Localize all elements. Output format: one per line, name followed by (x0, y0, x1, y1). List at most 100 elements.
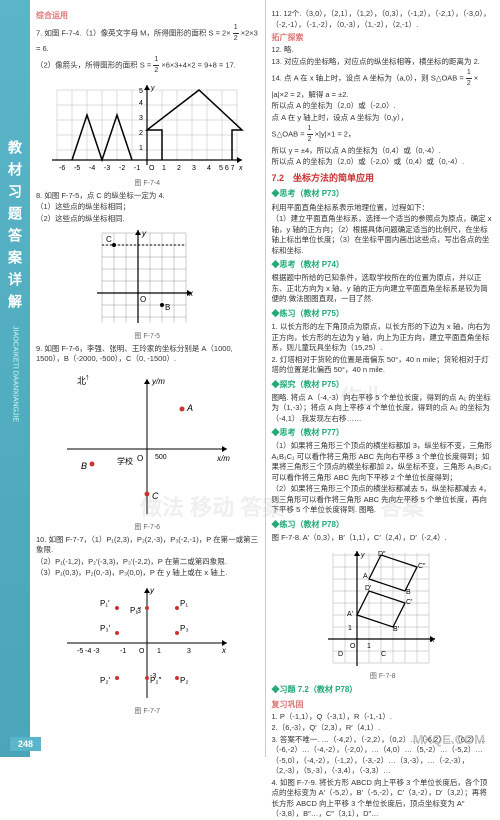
svg-text:B: B (81, 461, 87, 471)
svg-text:500: 500 (155, 454, 167, 461)
q7-text: 7. 如图 F-7-4.（1）像英文字母 M，所得图形的面积 S = 2× 12… (36, 23, 259, 54)
practice-heading: ◆练习（教材 P75） (272, 308, 495, 319)
right-column: 11. 12个.（3,0），（2,1），（1,2），（0,3），（-1,2），（… (266, 0, 500, 757)
svg-text:5: 5 (139, 88, 143, 95)
q14g-text: 所以点 A 的坐标为（2,0）或（-2,0）或（0,4）或（0,-4）. (272, 157, 495, 168)
section-heading-2: 拓广探索 (272, 32, 495, 43)
book-spine: 教材习题答案详解 JIAOCAIKETI DAANXIANGJIE (0, 0, 30, 757)
q14d-text: 点 A 在 y 轴上时，设点 A 坐标为（0,y）， (272, 113, 495, 124)
think-heading-3: ◆思考（教材 P77） (272, 427, 495, 438)
svg-text:A: A (363, 573, 368, 580)
svg-text:O: O (139, 648, 145, 655)
spine-title: 教材习题答案详解 (5, 140, 25, 316)
q8a-text: （1）这些点的纵坐标相同； (36, 202, 259, 213)
svg-text:x: x (221, 646, 227, 655)
s1a-text: （1）建立平面直角坐标系，选择一个适当的参照点为原点，确定 x 轴，y 轴的正方… (272, 214, 495, 256)
exercise-heading: ◆习题 7.2（教材 P78） (272, 684, 495, 695)
s5-text: （1）如果将三角形三个顶点的横坐标都加 3，纵坐标不变，三角形 A₁B₁C₁ 可… (272, 441, 495, 483)
q10b-text: （2）P₁(-1,2)，P₂′(-3,3)，P₃′(-2,2)，P 在第二或第四… (36, 557, 259, 568)
svg-text:A′: A′ (347, 611, 354, 618)
q14e-text: S△OAB = 12 ×|y|×1 = 2， (272, 124, 495, 145)
svg-text:1: 1 (348, 625, 352, 632)
svg-text:D″: D″ (378, 551, 386, 558)
svg-text:C: C (381, 651, 386, 658)
svg-text:3: 3 (137, 608, 141, 615)
svg-text:2: 2 (177, 165, 181, 172)
svg-text:D′: D′ (365, 585, 372, 592)
svg-text:1: 1 (162, 165, 166, 172)
s5b-text: （2）如果将三角形三个顶点的横坐标都减去 5，纵坐标都减去 4，则三角形可以看作… (272, 484, 495, 516)
s1-text: 利用平面直角坐标系表示地理位置，过程如下： (272, 203, 495, 214)
svg-text:-3: -3 (104, 165, 110, 172)
svg-text:1: 1 (157, 648, 161, 655)
q9-text: 9. 如图 F-7-6，李强、张明、王玲家的坐标分别是 A（1000, 1500… (36, 344, 259, 365)
svg-text:C: C (106, 235, 112, 244)
e3-text: 3. 答案不唯一. …（-4,2），（-2,2），（0,2）…（-6,2）…（6… (272, 735, 495, 777)
fig74-label: 图 F-7-4 (36, 179, 259, 189)
svg-text:A: A (186, 403, 193, 413)
svg-text:P₁: P₁ (180, 599, 188, 608)
left-column: 综合运用 7. 如图 F-7-4.（1）像英文字母 M，所得图形的面积 S = … (30, 0, 266, 757)
svg-text:P₃: P₃ (180, 624, 189, 633)
fuxi-heading: 复习巩固 (272, 699, 495, 710)
svg-text:y: y (149, 586, 155, 595)
svg-text:5 6 7: 5 6 7 (219, 165, 235, 172)
section-heading: 综合运用 (36, 10, 259, 21)
svg-text:3: 3 (139, 115, 143, 122)
think-heading-2: ◆思考（教材 P74） (272, 259, 495, 270)
svg-text:O: O (350, 643, 356, 650)
spine-subtitle: JIAOCAIKETI DAANXIANGJIE (12, 326, 19, 422)
fig75-label: 图 F-7-5 (36, 332, 259, 342)
svg-text:3: 3 (187, 648, 191, 655)
svg-text:B′: B′ (393, 626, 400, 633)
practice-heading-2: ◆练习（教材 P78） (272, 519, 495, 530)
svg-text:O: O (140, 295, 146, 304)
svg-text:C: C (152, 491, 159, 501)
e4-text: 4. 如图 F-7-9. 将长方形 ABCD 向上平移 3 个单位长度后，各个顶… (272, 778, 495, 820)
figure-7-8: AD″C″B A′D′C′B′ O11 xy DC (323, 548, 443, 668)
svg-text:4: 4 (207, 165, 211, 172)
page-number: 248 (10, 737, 41, 751)
q12-text: 12. 略. (272, 45, 495, 56)
svg-text:C′: C′ (406, 599, 413, 606)
svg-text:y: y (141, 229, 147, 238)
q14c-text: 所以点 A 的坐标为（2,0）或（-2,0）. (272, 101, 495, 112)
svg-text:D: D (338, 651, 343, 658)
svg-text:学校: 学校 (117, 456, 133, 466)
svg-text:-5 -4 -3: -5 -4 -3 (77, 648, 100, 655)
q8b-text: （2）这些点的纵坐标相同. (36, 214, 259, 225)
q10c-text: （3）P₁(0,3)，P₂(0,-3)，P₃(0,0)，P 在 y 轴上或在 x… (36, 568, 259, 579)
svg-text:P₁′: P₁′ (100, 599, 110, 608)
svg-text:P₂′: P₂′ (100, 676, 110, 685)
svg-text:P₂: P₂ (180, 676, 188, 685)
svg-text:2: 2 (139, 130, 143, 137)
q14f-text: 所以 y = ±4，所以点 A 的坐标为（0,4）或（0,-4）. (272, 146, 495, 157)
svg-text:y: y (150, 85, 155, 92)
svg-text:C″: C″ (418, 563, 426, 570)
svg-text:y/m: y/m (151, 377, 165, 386)
s3b-text: 2. 灯塔相对于货轮的位置是南偏东 50°，40 n mile；货轮相对于灯塔的… (272, 355, 495, 376)
q10-text: 10. 如图 F-7-7，（1）P₁(2,3)，P₂(2,-3)，P₃(-2,-… (36, 535, 259, 556)
svg-text:y: y (360, 552, 365, 559)
svg-text:-3: -3 (150, 673, 156, 680)
fig77-label: 图 F-7-7 (36, 707, 259, 717)
topic-title: 7.2 坐标方法的简单应用 (272, 172, 495, 185)
svg-text:1: 1 (367, 643, 371, 650)
figure-7-4: -6-5-4-3-2-1O12345 6 7x 12345 y (47, 80, 247, 175)
svg-text:-2: -2 (119, 165, 125, 172)
s3-text: 1. 以长方形的左下角顶点为原点，以长方形的下边为 x 轴，向右为正方向，长方形… (272, 322, 495, 354)
svg-text:P₃′: P₃′ (100, 624, 111, 633)
q14-text: 14. 点 A 在 x 轴上时，设点 A 坐标为（a,0），则 S△OAB = … (272, 68, 495, 89)
svg-text:-4: -4 (89, 165, 95, 172)
svg-text:x: x (238, 165, 243, 172)
figure-7-6: 北↑ y/m x/m O500 A B C 学校 (57, 369, 237, 519)
figure-7-5: C B Oxy (92, 228, 202, 328)
svg-text:-1: -1 (134, 165, 140, 172)
svg-text:4: 4 (139, 100, 143, 107)
q11-text: 11. 12个.（3,0），（2,1），（1,2），（0,3），（-1,2），（… (272, 9, 495, 30)
q14b-text: |a|×2 = 2，解得 a = ±2. (272, 90, 495, 101)
svg-text:-5: -5 (74, 165, 80, 172)
svg-text:B: B (406, 589, 411, 596)
s2-text: 根据题中所给的已知条件，选取学校所在的位置为原点，并以正东、正北方向为 x 轴、… (272, 273, 495, 305)
explore-heading: ◆探究（教材 P75） (272, 379, 495, 390)
